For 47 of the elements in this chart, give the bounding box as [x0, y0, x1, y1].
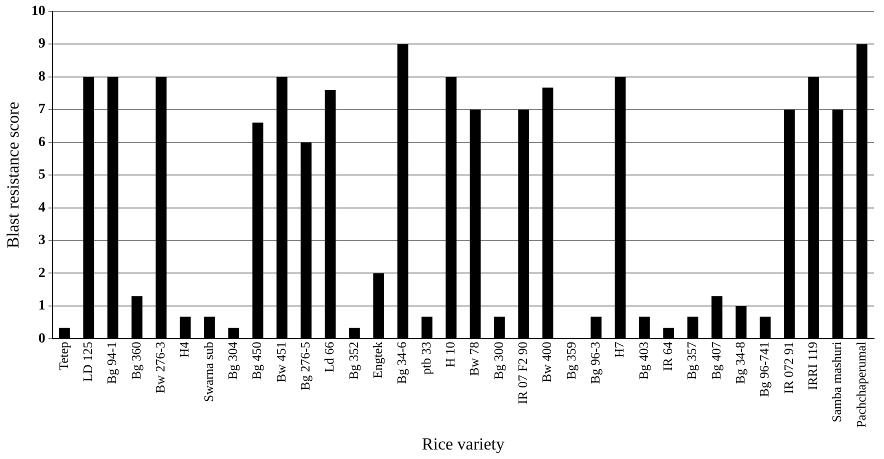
x-tick-label: ptb 33	[418, 342, 434, 375]
y-tick-label: 0	[38, 331, 46, 346]
x-tick-label: Bg 360	[128, 342, 144, 380]
x-tick-label: Ld 66	[322, 341, 337, 372]
x-tick-label: Bg 96-741	[756, 342, 772, 397]
x-tick-label: Bw 400	[539, 342, 554, 383]
y-tick-label: 3	[38, 233, 46, 248]
x-tick-label: Bg 403	[636, 342, 651, 380]
x-tick-label: Bg 407	[708, 341, 724, 380]
y-tick-label: 2	[38, 266, 46, 281]
x-axis-title: Rice variety	[422, 434, 505, 454]
y-tick-label: 10	[31, 4, 46, 20]
x-tick-label: H 10	[442, 342, 458, 368]
x-tick-label: Bg 352	[346, 342, 361, 380]
x-tick-label: Tetep	[56, 342, 71, 370]
x-tick-label: Swarna sub	[200, 342, 216, 402]
x-tick-label: Bw 276-3	[152, 342, 168, 394]
y-tick-label: 1	[38, 298, 46, 314]
y-tick-label: 7	[38, 102, 46, 118]
y-tick-label: 6	[38, 134, 46, 150]
x-tick-label: Bg 276-5	[298, 342, 313, 390]
x-tick-label: Bg 359	[563, 342, 578, 380]
x-tick-label: IR 64	[660, 341, 676, 371]
x-tick-label: H7	[612, 341, 627, 358]
x-tick-label: IR 07 F2 90	[515, 342, 530, 404]
x-tick-label: Bg 34-8	[732, 342, 748, 384]
y-tick-label: 5	[38, 168, 46, 183]
y-tick-label: 4	[38, 200, 46, 216]
x-tick-label: Bg 34-6	[394, 341, 410, 384]
x-tick-label: Samba mashuri	[829, 341, 844, 422]
x-tick-label: Bg 94-1	[104, 342, 120, 384]
x-tick-label: Bw 451	[273, 342, 288, 383]
x-tick-label: Bg 300	[490, 342, 506, 380]
x-tick-label: H4	[176, 341, 192, 358]
x-tick-label: Bg 304	[225, 341, 240, 380]
x-tick-label: Bw 78	[466, 342, 482, 376]
y-tick-label: 8	[38, 69, 46, 84]
x-tick-label: Engtek	[370, 341, 386, 379]
x-tick-label: Bg 450	[249, 342, 264, 380]
x-tick-label: IRRI 119	[805, 342, 820, 390]
x-tick-label: Bg 357	[684, 341, 700, 380]
x-tick-label: Pachchaperumal	[853, 341, 868, 428]
y-axis-title: Blast resistance score	[4, 102, 23, 248]
y-tick-label: 9	[38, 36, 46, 52]
x-tick-label: IR 072 91	[780, 342, 796, 394]
x-tick-label: Bg 96-3	[588, 342, 603, 384]
x-tick-label: LD 125	[80, 342, 96, 382]
